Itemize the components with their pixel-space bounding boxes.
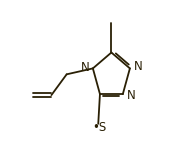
Text: N: N	[126, 89, 135, 102]
Text: N: N	[81, 61, 90, 74]
Text: N: N	[133, 60, 142, 73]
Text: •S: •S	[92, 121, 106, 134]
